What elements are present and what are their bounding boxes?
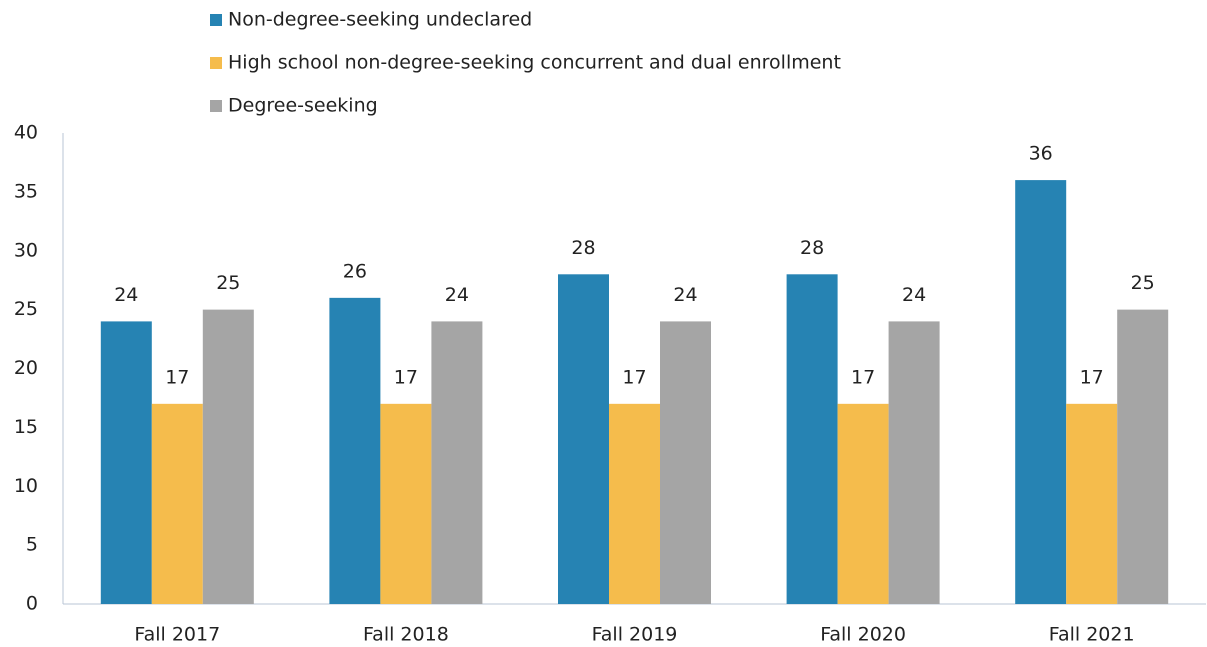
y-tick-label: 5	[26, 534, 38, 556]
value-label: 25	[216, 272, 240, 294]
bar	[1015, 180, 1067, 604]
bar	[1117, 309, 1169, 604]
value-label: 17	[394, 366, 418, 388]
bar	[837, 403, 889, 604]
value-label: 24	[673, 284, 697, 306]
value-label: 26	[343, 260, 367, 282]
value-label: 28	[800, 237, 824, 259]
bar	[609, 403, 660, 604]
legend-swatch	[210, 100, 222, 112]
bar	[380, 403, 432, 604]
bar	[786, 274, 838, 604]
value-label: 24	[114, 284, 138, 306]
legend-swatch	[210, 57, 222, 69]
x-tick-label: Fall 2019	[592, 624, 678, 646]
bar	[660, 321, 711, 604]
y-tick-label: 20	[14, 357, 38, 379]
y-tick-label: 35	[14, 180, 38, 202]
x-tick-label: Fall 2018	[363, 624, 449, 646]
value-label: 17	[1080, 366, 1104, 388]
y-tick-label: 40	[14, 122, 38, 144]
value-label: 17	[622, 366, 646, 388]
y-tick-label: 30	[14, 239, 38, 261]
x-tick-label: Fall 2020	[820, 624, 906, 646]
bar	[431, 321, 483, 604]
value-label: 17	[165, 366, 189, 388]
value-label: 24	[445, 284, 469, 306]
bar	[202, 309, 254, 604]
legend-label: High school non-degree-seeking concurren…	[228, 52, 841, 74]
x-tick-label: Fall 2021	[1049, 624, 1135, 646]
value-label: 36	[1029, 143, 1053, 165]
value-label: 28	[571, 237, 595, 259]
y-tick-label: 25	[14, 298, 38, 320]
legend-label: Degree-seeking	[228, 95, 378, 117]
bar	[1066, 403, 1118, 604]
y-tick-label: 15	[14, 416, 38, 438]
legend-label: Non-degree-seeking undeclared	[228, 9, 532, 31]
x-tick-label: Fall 2017	[134, 624, 220, 646]
value-label: 24	[902, 284, 926, 306]
value-label: 17	[851, 366, 875, 388]
bar	[100, 321, 152, 604]
value-label: 25	[1131, 272, 1155, 294]
y-tick-label: 0	[26, 593, 38, 615]
bar	[558, 274, 609, 604]
y-tick-label: 10	[14, 475, 38, 497]
bar	[151, 403, 203, 604]
bar	[888, 321, 940, 604]
legend-swatch	[210, 14, 222, 26]
bar	[329, 297, 381, 604]
